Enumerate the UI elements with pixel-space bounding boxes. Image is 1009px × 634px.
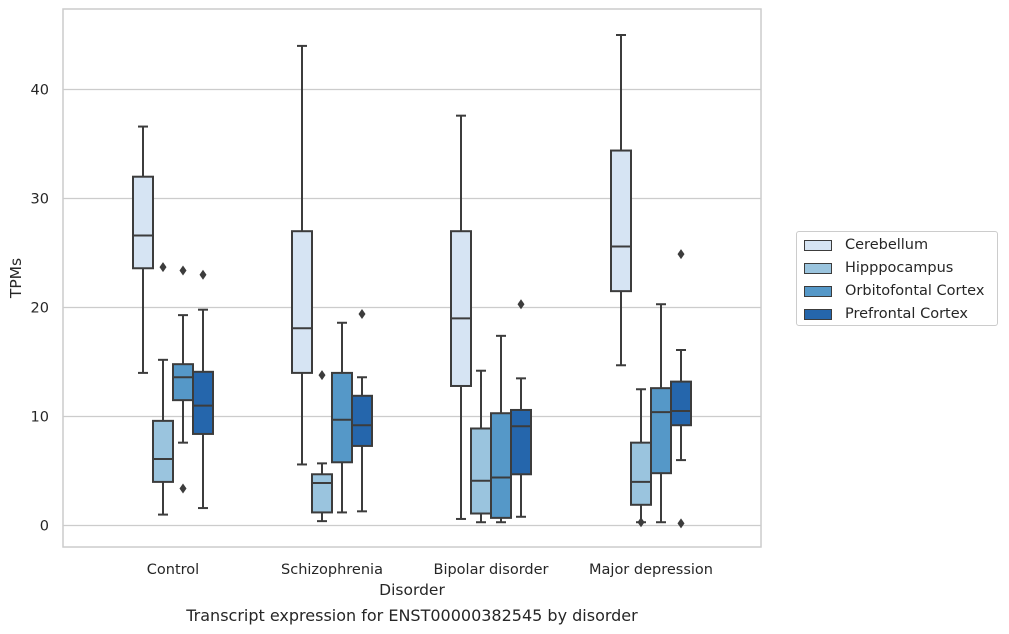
legend-swatch (804, 262, 832, 274)
box-group (630, 388, 652, 528)
box (152, 419, 174, 483)
box-group (152, 262, 174, 516)
outlier-point (199, 269, 207, 280)
x-tick-label: Schizophrenia (281, 562, 383, 578)
box-group (192, 269, 214, 510)
box (450, 230, 472, 387)
legend-label: Prefrontal Cortex (845, 306, 968, 322)
outlier-point (358, 309, 366, 320)
y-tick-label: 40 (31, 83, 49, 99)
box (291, 230, 313, 374)
box-group (311, 370, 333, 523)
box (510, 408, 532, 476)
box-group (132, 125, 154, 374)
x-tick-label: Bipolar disorder (434, 562, 549, 578)
y-tick-label: 0 (40, 519, 49, 535)
box (650, 387, 672, 475)
box-group (470, 369, 492, 524)
box (331, 371, 353, 464)
legend-label: Cerebellum (845, 237, 929, 253)
box (192, 370, 214, 435)
box (630, 441, 652, 506)
outlier-point (677, 518, 685, 529)
y-tick-label: 10 (31, 410, 49, 426)
box (172, 363, 194, 402)
box-group (610, 34, 632, 367)
plot-area (62, 8, 762, 548)
x-axis-label: Disorder (379, 581, 445, 599)
box-group (670, 249, 692, 529)
legend-swatch (804, 285, 832, 297)
box-group (172, 265, 194, 494)
box-group (650, 303, 672, 524)
y-tick-label: 20 (31, 301, 49, 317)
legend-item: Orbitofontal Cortex (804, 281, 984, 301)
outlier-point (677, 249, 685, 260)
box (610, 149, 632, 293)
box-group (291, 44, 313, 466)
legend-label: Orbitofontal Cortex (845, 283, 985, 299)
outlier-point (179, 483, 187, 494)
outlier-point (637, 517, 645, 528)
box (490, 412, 512, 519)
grid-lines (63, 88, 761, 527)
outlier-point (517, 299, 525, 310)
boxes (132, 34, 692, 529)
box-group (450, 114, 472, 520)
legend-label: Hipppocampus (845, 260, 954, 276)
box-group (490, 334, 512, 524)
x-tick-label: Major depression (589, 562, 713, 578)
box (670, 380, 692, 427)
legend-item: Prefrontal Cortex (804, 304, 968, 324)
legend-swatch (804, 239, 832, 251)
box-group (510, 299, 532, 518)
legend-item: Hipppocampus (804, 258, 953, 278)
y-tick-label: 30 (31, 192, 49, 208)
box (132, 175, 154, 270)
legend-item: Cerebellum (804, 235, 928, 255)
box-group (331, 321, 353, 514)
x-tick-label: Control (147, 562, 199, 578)
y-axis-label: TPMs (7, 258, 25, 299)
outlier-point (159, 262, 167, 273)
outlier-point (179, 265, 187, 276)
box-group (351, 309, 373, 513)
box (351, 394, 373, 447)
legend-swatch (804, 308, 832, 320)
axes: 0 10 20 30 40 Control Schizophrenia Bipolar dis… (31, 83, 713, 579)
box (311, 473, 333, 514)
box (470, 427, 492, 515)
outlier-point (318, 370, 326, 381)
figure-caption: Transcript expression for ENST0000038254… (186, 606, 638, 625)
legend: Cerebellum Hipppocampus Orbitofontal Corte… (796, 231, 998, 326)
